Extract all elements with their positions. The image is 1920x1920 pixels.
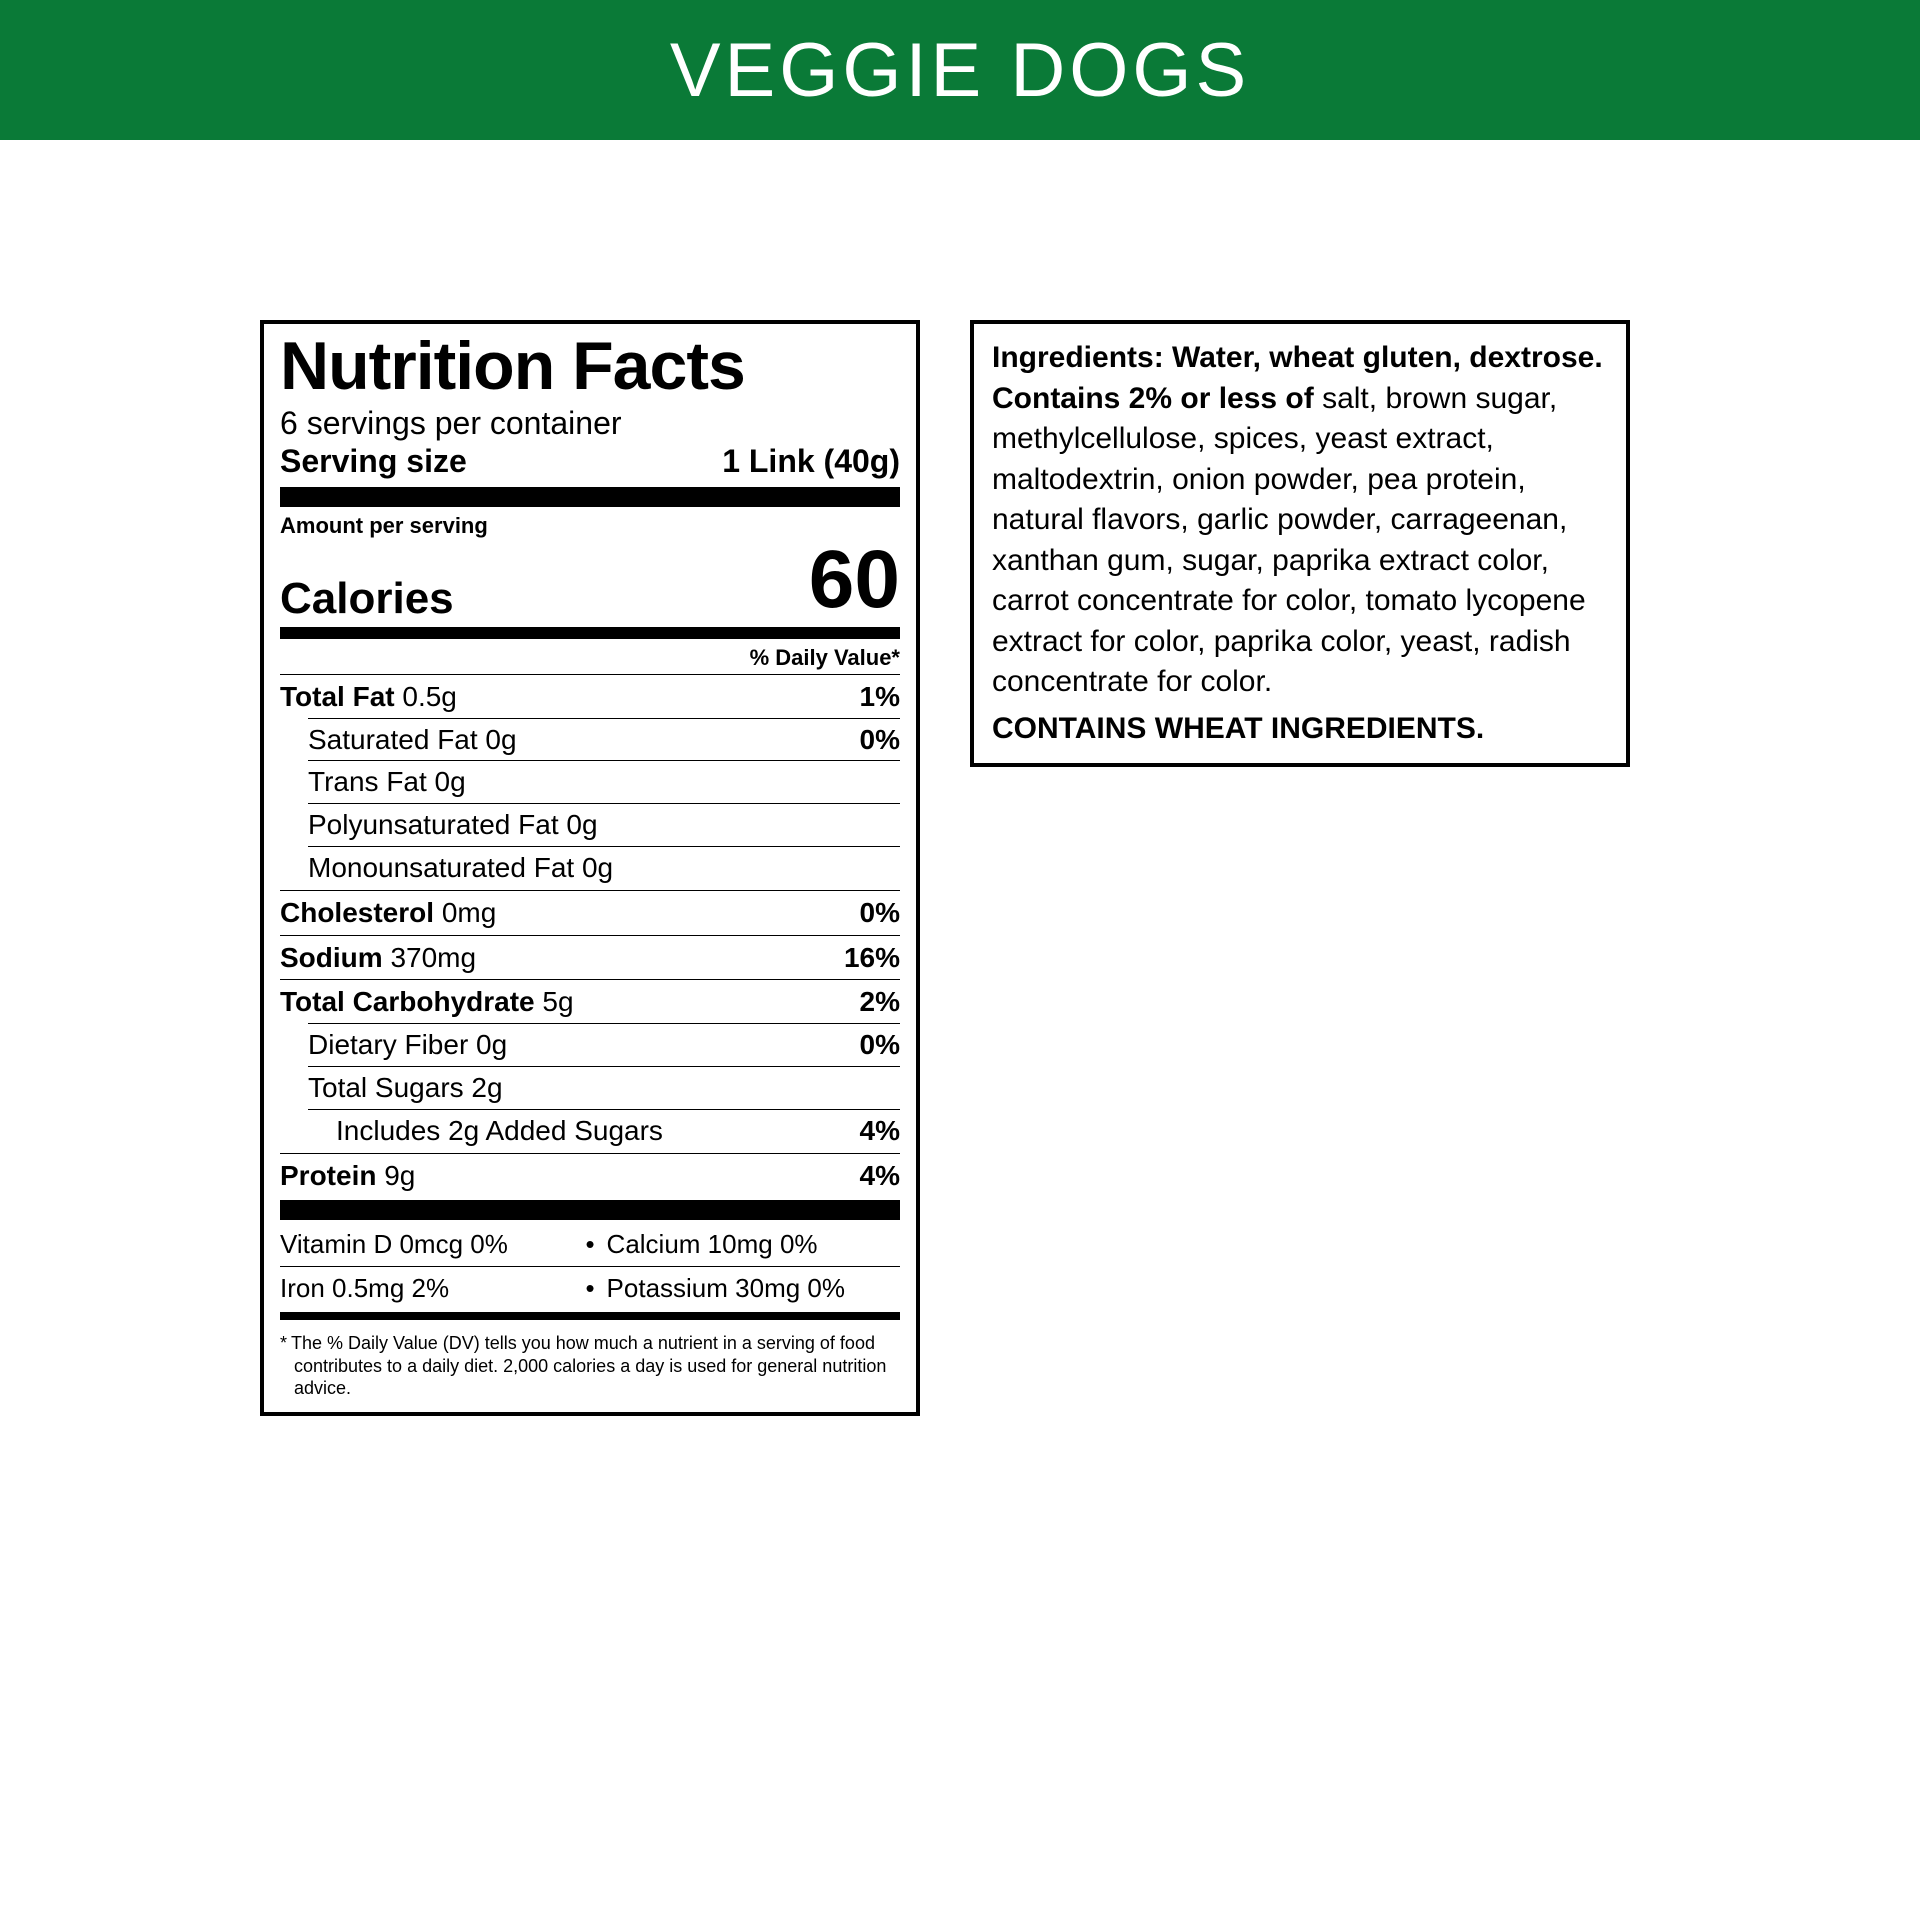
nutrient-row: Total Fat 0.5g1% — [280, 678, 900, 716]
vitamin-row: Iron 0.5mg 2% • Potassium 30mg 0% — [280, 1270, 900, 1306]
content-area: Nutrition Facts 6 servings per container… — [0, 140, 1920, 1416]
amount-per-serving: Amount per serving — [280, 513, 900, 539]
header-title: VEGGIE DOGS — [670, 27, 1250, 114]
allergen-statement: CONTAINS WHEAT INGREDIENTS. — [992, 709, 1608, 750]
rule — [280, 1200, 900, 1220]
nutrient-row: Cholesterol 0mg0% — [280, 894, 900, 932]
calories-row: Calories 60 — [280, 539, 900, 621]
nutrient-row: Sodium 370mg16% — [280, 939, 900, 977]
nutrient-row: Saturated Fat 0g0% — [280, 721, 900, 759]
nutrient-row: Total Carbohydrate 5g2% — [280, 983, 900, 1021]
ingredients-text: Ingredients: Water, wheat gluten, dextro… — [992, 338, 1608, 703]
nutrient-row: Polyunsaturated Fat 0g — [280, 806, 900, 844]
nutrient-row: Dietary Fiber 0g0% — [280, 1026, 900, 1064]
nutrient-row: Monounsaturated Fat 0g — [280, 849, 900, 887]
calories-value: 60 — [809, 539, 900, 621]
nutrient-row: Includes 2g Added Sugars4% — [280, 1112, 900, 1150]
vitamin-rows: Vitamin D 0mcg 0% • Calcium 10mg 0% Iron … — [280, 1226, 900, 1306]
rule — [280, 627, 900, 639]
servings-per-container: 6 servings per container — [280, 404, 900, 442]
rule — [280, 1312, 900, 1320]
dv-header: % Daily Value* — [280, 645, 900, 671]
footnote-text: The % Daily Value (DV) tells you how muc… — [291, 1333, 886, 1398]
rule — [280, 487, 900, 507]
ingredients-panel: Ingredients: Water, wheat gluten, dextro… — [970, 320, 1630, 767]
serving-size-label: Serving size — [280, 442, 467, 480]
nutrition-title: Nutrition Facts — [280, 332, 900, 400]
vitamin-row: Vitamin D 0mcg 0% • Calcium 10mg 0% — [280, 1226, 900, 1262]
serving-size-value: 1 Link (40g) — [722, 442, 900, 480]
nutrient-row: Total Sugars 2g — [280, 1069, 900, 1107]
header-banner: VEGGIE DOGS — [0, 0, 1920, 140]
footnote: *The % Daily Value (DV) tells you how mu… — [280, 1326, 900, 1400]
nutrition-facts-panel: Nutrition Facts 6 servings per container… — [260, 320, 920, 1416]
ingredients-body: salt, brown sugar, methylcellulose, spic… — [992, 382, 1586, 699]
calories-label: Calories — [280, 577, 454, 621]
serving-size-row: Serving size 1 Link (40g) — [280, 442, 900, 480]
nutrient-row: Trans Fat 0g — [280, 763, 900, 801]
nutrient-rows: Total Fat 0.5g1% Saturated Fat 0g0% Trans … — [280, 674, 900, 1195]
nutrient-row: Protein 9g4% — [280, 1157, 900, 1195]
